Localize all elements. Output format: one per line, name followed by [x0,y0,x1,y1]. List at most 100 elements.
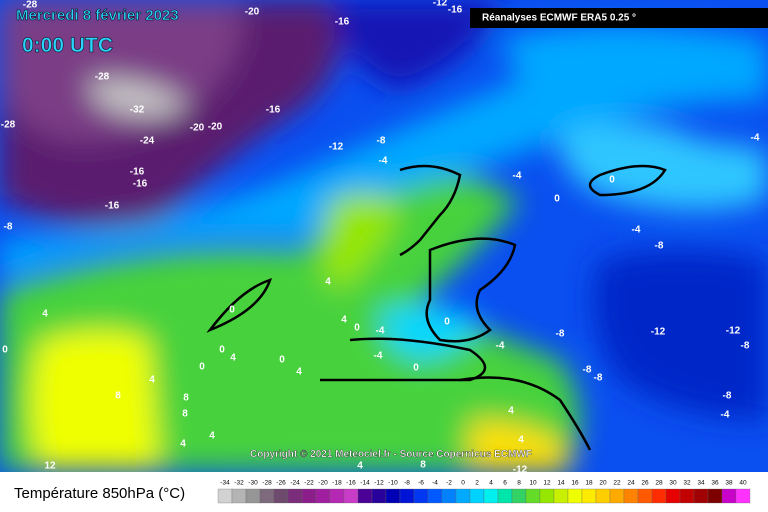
contour-label: -4 [751,133,760,144]
scale-label: 28 [655,480,663,487]
scale-swatch [371,488,387,504]
scale-label: 2 [475,480,479,487]
time-text: 0:00 UTC [22,34,113,57]
scale-label: 24 [627,480,635,487]
scale-label: 14 [557,480,565,487]
contour-label: -8 [741,341,750,352]
contour-label: -4 [496,341,505,352]
scale-label: -30 [248,480,258,487]
contour-label: -12 [651,327,666,338]
contour-label: 8 [420,460,426,471]
scale-swatch [553,488,569,504]
scale-swatch [609,488,625,504]
scale-label: 34 [697,480,705,487]
scale-swatch [581,488,597,504]
contour-label: -8 [594,373,603,384]
scale-swatch [413,488,429,504]
contour-label: -8 [723,391,732,402]
scale-swatch [287,488,303,504]
scale-swatch [343,488,359,504]
contour-label: 4 [508,406,514,417]
scale-label: -16 [346,480,356,487]
contour-label: -4 [376,326,385,337]
contour-label: 4 [518,435,524,446]
contour-label: -12 [513,465,528,476]
contour-label: 0 [354,323,360,334]
scale-label: -20 [318,480,328,487]
contour-label: 4 [42,309,48,320]
scale-swatch [623,488,639,504]
contour-label: 0 [229,305,235,316]
scale-label: 10 [529,480,537,487]
contour-label: 4 [296,367,302,378]
contour-label: -8 [4,222,13,233]
contour-label: 0 [413,363,419,374]
scale-swatch [651,488,667,504]
scale-label: -26 [276,480,286,487]
copyright-text: Copyright © 2021 Meteociel.fr - Source C… [250,449,532,460]
scale-swatch [497,488,513,504]
contour-label: 4 [357,461,363,472]
contour-label: -4 [721,410,730,421]
contour-label: -12 [726,326,741,337]
scale-label: 8 [517,480,521,487]
scale-swatch [245,488,261,504]
scale-swatch [525,488,541,504]
contour-label: 4 [180,439,186,450]
contour-label: 0 [2,345,8,356]
contour-label: -16 [448,5,463,16]
contour-label: 8 [182,409,188,420]
scale-swatch [707,488,723,504]
contour-label: -16 [335,17,350,28]
scale-label: -4 [432,480,438,487]
scale-label: 22 [613,480,621,487]
scale-label: -32 [234,480,244,487]
scale-swatch [693,488,709,504]
scale-label: -2 [446,480,452,487]
contour-label: 4 [209,431,215,442]
scale-swatch [539,488,555,504]
scale-label: -12 [374,480,384,487]
scale-swatch [217,488,233,504]
contour-labels: -28-20-12-16-16-28-32-28-16-20 -20-24 -8-1… [1,0,760,476]
contour-label: 8 [115,391,121,402]
scale-swatch [259,488,275,504]
scale-label: 32 [683,480,691,487]
scale-label: -8 [404,480,410,487]
contour-label: -16 [105,201,120,212]
scale-swatch [315,488,331,504]
scale-label: 4 [489,480,493,487]
scale-swatch [455,488,471,504]
scale-label: -10 [388,480,398,487]
scale-swatch [301,488,317,504]
scale-swatch [679,488,695,504]
scale-swatch [427,488,443,504]
contour-label: -20 [245,7,260,18]
scale-label: 36 [711,480,719,487]
scale-label: -28 [262,480,272,487]
contour-label: -24 [140,136,155,147]
temperature-field [0,0,768,472]
scale-label: -22 [304,480,314,487]
contour-label: -16 [266,105,281,116]
scale-swatch [483,488,499,504]
date-text: Mercredi 8 février 2023 [16,7,179,24]
contour-label: -12 [329,142,344,153]
contour-label: 0 [219,345,225,356]
contour-label: 8 [183,393,189,404]
scale-label: -34 [220,480,230,487]
source-banner [470,8,768,28]
zero-contours [206,164,667,451]
contour-label: 0 [444,317,450,328]
contour-label: 4 [230,353,236,364]
contour-label: -32 [130,105,145,116]
contour-label: 0 [279,355,285,366]
scale-swatch [329,488,345,504]
contour-label: -4 [513,171,522,182]
contour-label: -16 [133,179,148,190]
scale-label: 26 [641,480,649,487]
scale-label: -14 [360,480,370,487]
scale-swatch [511,488,527,504]
legend-title: Température 850hPa (°C) [14,485,185,502]
